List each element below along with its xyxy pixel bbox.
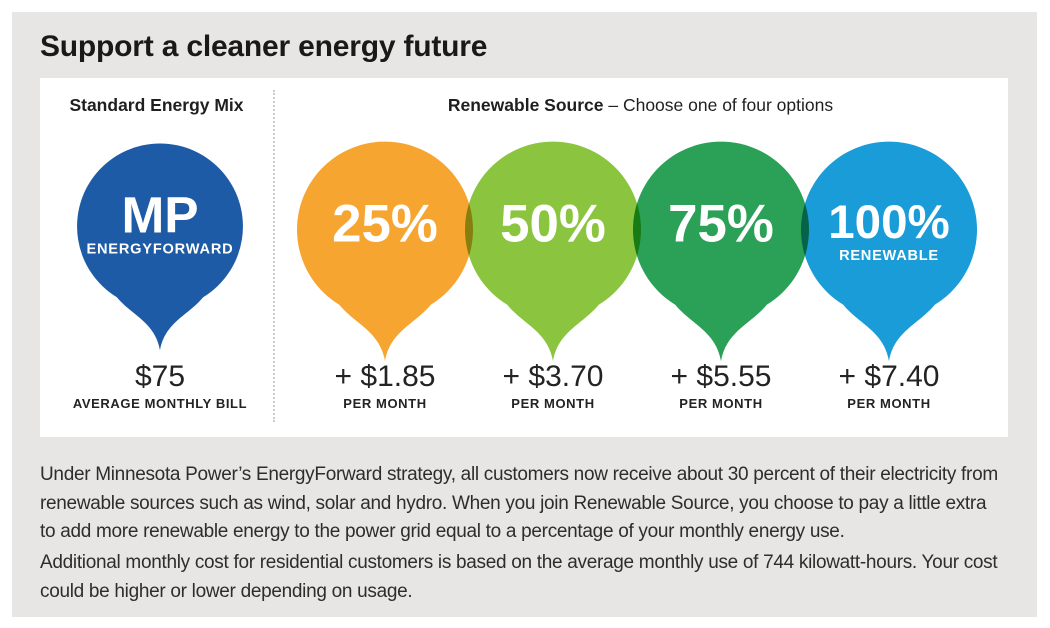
option-75-price-block: + $5.55 PER MONTH [611,360,831,412]
renewable-label: RENEWABLE [839,248,939,264]
mp-label: MP [121,186,198,244]
description-paragraph-1: Under Minnesota Power’s EnergyForward st… [40,464,998,542]
option-100-price: + $7.40 [838,360,940,393]
option-75-price: + $5.55 [670,360,772,393]
option-50-price-block: + $3.70 PER MONTH [443,360,663,412]
option-100-percent-balloon[interactable]: 100% RENEWABLE [801,141,977,363]
balloon-shape [633,141,809,362]
renewable-source-header: Renewable Source – Choose one of four op… [273,95,1008,116]
percent-label: 100% [828,196,950,249]
option-50-price: + $3.70 [502,360,604,393]
option-25-price-block: + $1.85 PER MONTH [275,360,495,412]
renewable-source-header-bold: Renewable Source [447,95,604,115]
percent-label: 25% [332,194,438,253]
section-divider [273,90,275,422]
description-paragraph-2: Additional monthly cost for residential … [40,552,998,602]
balloon-shape [297,141,473,362]
option-25-price: + $1.85 [334,360,436,393]
option-50-price-label: PER MONTH [511,396,595,411]
infographic-card: Support a cleaner energy future Standard… [12,12,1037,617]
option-100-price-label: PER MONTH [847,396,931,411]
page-title: Support a cleaner energy future [40,30,488,63]
energy-options-panel: Standard Energy Mix Renewable Source – C… [40,78,1008,437]
option-75-price-label: PER MONTH [679,396,763,411]
option-100-price-block: + $7.40 PER MONTH [779,360,999,412]
option-25-price-label: PER MONTH [343,396,427,411]
percent-label: 75% [668,194,774,253]
mp-energyforward-balloon-icon: MP ENERGYFORWARD [77,143,243,351]
renewable-source-header-subtitle: – Choose one of four options [603,95,834,115]
percent-label: 50% [500,194,606,253]
standard-price-label: AVERAGE MONTHLY BILL [72,396,248,411]
standard-price: $75 [134,360,186,393]
standard-energy-mix-header: Standard Energy Mix [69,95,244,115]
energyforward-label: ENERGYFORWARD [86,241,233,257]
option-25-percent-balloon[interactable]: 25% [297,141,473,363]
balloon-shape [801,141,977,362]
balloon-shape [465,141,641,362]
option-75-percent-balloon[interactable]: 75% [633,141,809,363]
option-50-percent-balloon[interactable]: 50% [465,141,641,363]
balloon-shape [77,143,243,351]
standard-price-block: $75 AVERAGE MONTHLY BILL [50,360,270,412]
